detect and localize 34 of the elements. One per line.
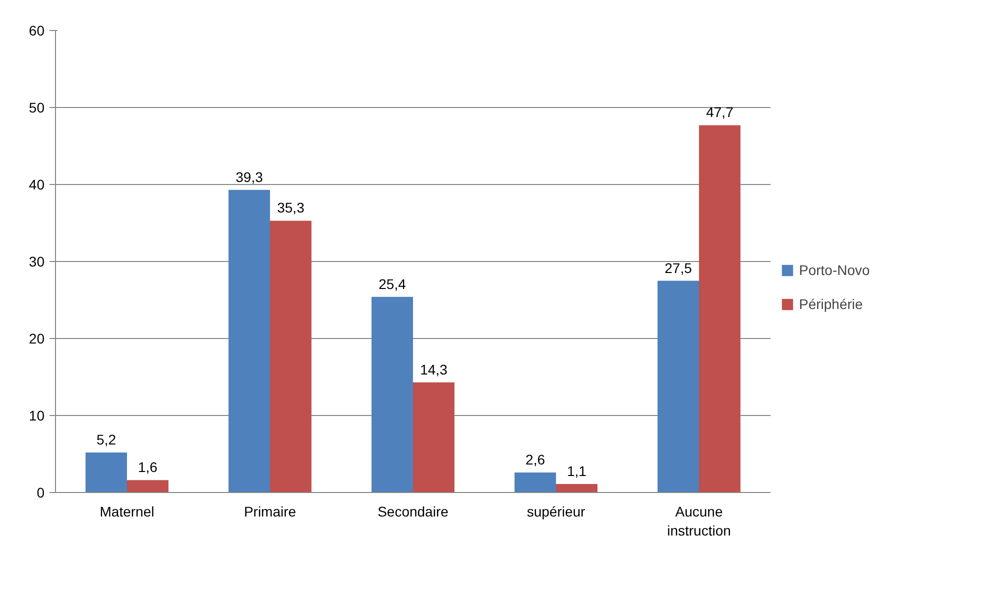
bar bbox=[372, 296, 413, 492]
legend-label: Porto-Novo bbox=[799, 262, 870, 278]
bar bbox=[413, 382, 454, 492]
y-tick-label: 60 bbox=[28, 22, 45, 38]
data-label: 39,3 bbox=[236, 168, 264, 185]
data-label: 1,1 bbox=[567, 463, 587, 480]
y-tick-label: 30 bbox=[28, 254, 45, 270]
x-tick-label: Primaire bbox=[244, 504, 296, 520]
x-tick-label: supérieur bbox=[526, 504, 586, 520]
data-label: 35,3 bbox=[277, 200, 305, 216]
y-tick-label: 10 bbox=[28, 408, 45, 424]
data-label: 1,6 bbox=[138, 459, 158, 476]
bar bbox=[556, 484, 598, 492]
bar bbox=[658, 280, 699, 492]
data-label: 2,6 bbox=[526, 451, 546, 468]
x-tick-label: Secondaire bbox=[378, 504, 449, 520]
legend-label: Périphérie bbox=[799, 296, 863, 312]
y-tick-label: 50 bbox=[28, 100, 45, 116]
bar bbox=[270, 220, 312, 492]
y-tick-label: 0 bbox=[36, 484, 45, 500]
bar bbox=[228, 190, 270, 492]
x-tick-label: Maternel bbox=[100, 504, 154, 520]
data-label: 47,7 bbox=[706, 104, 734, 120]
bar bbox=[699, 125, 740, 492]
bar bbox=[86, 452, 127, 492]
x-tick-label: Aucune instruction bbox=[667, 504, 731, 539]
data-label: 27,5 bbox=[664, 260, 692, 276]
data-label: 25,4 bbox=[378, 276, 406, 292]
data-label: 14,3 bbox=[420, 361, 448, 378]
y-tick-label: 20 bbox=[28, 330, 45, 346]
data-label: 5,2 bbox=[96, 431, 116, 448]
bar bbox=[514, 472, 556, 492]
bar bbox=[127, 480, 168, 492]
y-tick-label: 40 bbox=[28, 176, 45, 192]
